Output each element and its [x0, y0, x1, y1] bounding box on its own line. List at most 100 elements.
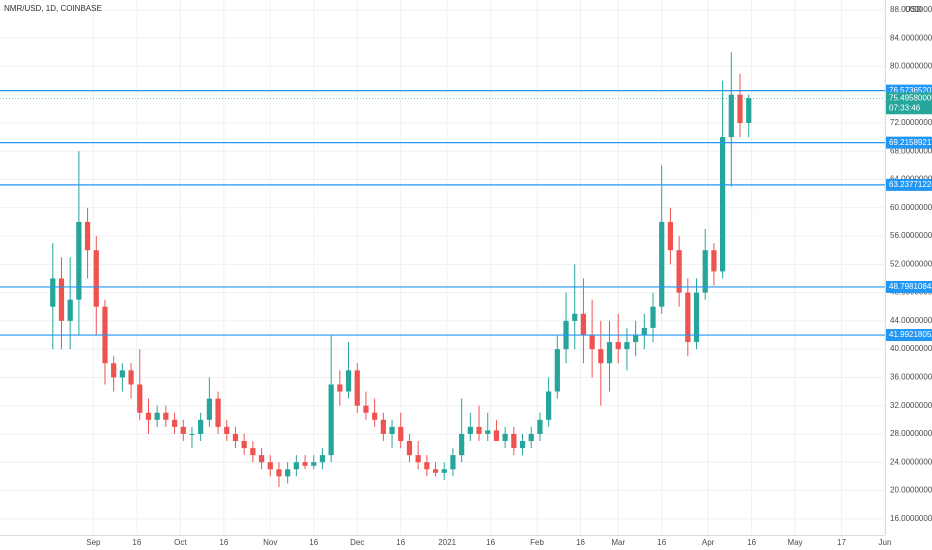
candle-body [424, 462, 430, 470]
candle-body [398, 426, 404, 442]
candle-body [606, 342, 613, 364]
y-tick-label: 28.00000000 [890, 429, 932, 438]
candle-body [345, 370, 352, 392]
candle-body [76, 221, 82, 300]
candle-body [467, 426, 473, 434]
level-label: 41.99218052 [889, 330, 932, 339]
background [0, 0, 886, 535]
candle-body [145, 412, 152, 420]
x-tick-label: 16 [309, 538, 318, 547]
candle-body [572, 313, 578, 321]
candle-body [650, 306, 656, 328]
level-label: 63.23771224 [889, 180, 932, 189]
y-tick-label: 16.00000000 [890, 514, 932, 523]
x-tick-label: Apr [702, 538, 715, 547]
x-tick-label: Mar [611, 538, 625, 547]
candle-body [580, 313, 587, 335]
candle-body [659, 221, 665, 307]
x-tick-label: 2021 [438, 538, 456, 547]
candle-body [154, 412, 160, 420]
candle-body [589, 334, 595, 350]
candle-body [537, 419, 543, 434]
candle-body [415, 455, 421, 463]
level-label-box [886, 178, 932, 191]
candle-body [285, 469, 291, 477]
candle-body [728, 94, 734, 138]
candle-body [302, 462, 308, 466]
y-tick-label: 40.00000000 [890, 344, 932, 353]
y-tick-label: 44.00000000 [890, 316, 932, 325]
candle-body [250, 448, 256, 456]
candle-body [67, 299, 73, 321]
candle-body [685, 292, 691, 343]
candle-body [224, 426, 230, 434]
x-tick-label: Nov [263, 538, 277, 547]
candle-body [615, 342, 621, 350]
candle-body [93, 250, 99, 307]
candle-body [389, 426, 395, 434]
candle-body [693, 292, 700, 343]
y-tick-label: 36.00000000 [890, 373, 932, 382]
candle-body [737, 94, 743, 123]
candle-body [711, 250, 717, 272]
candle-body [476, 426, 482, 434]
candle-body [137, 384, 143, 413]
candle-body [363, 405, 369, 413]
candle-body [432, 469, 439, 473]
candle-body [319, 455, 326, 463]
candle-body [241, 441, 247, 449]
candle-body [171, 419, 178, 427]
candle-body [189, 433, 195, 435]
chart-title: NMR/USD, 1D, COINBASE [4, 4, 102, 13]
level-label-box [886, 329, 932, 342]
y-tick-label: 88.00000000 [890, 5, 932, 14]
y-tick-label: 24.00000000 [890, 457, 932, 466]
candle-body [58, 278, 65, 321]
candle-body [328, 384, 334, 456]
currency-label: USD [905, 5, 922, 14]
candle-body [163, 412, 169, 420]
candle-body [276, 469, 282, 477]
candle-body [372, 412, 378, 420]
y-tick-label: 52.00000000 [890, 259, 932, 268]
candle-body [215, 398, 221, 427]
candle-body [633, 334, 639, 343]
candle-body [180, 426, 186, 434]
candle-body [206, 398, 212, 420]
x-tick-label: May [788, 538, 803, 547]
candle-body [720, 137, 726, 272]
candle-body [598, 349, 604, 364]
level-label: 69.21589217 [889, 138, 932, 147]
candle-body [641, 327, 647, 335]
y-tick-label: 20.00000000 [890, 486, 932, 495]
candle-body [232, 433, 239, 442]
candle-body [293, 462, 299, 470]
candle-body [502, 433, 508, 442]
candle-body [676, 250, 682, 293]
x-tick-label: 16 [219, 538, 228, 547]
level-label: 48.79810843 [889, 282, 932, 291]
candle-body [519, 441, 526, 449]
y-tick-label: 80.00000000 [890, 62, 932, 71]
y-tick-label: 72.00000000 [890, 118, 932, 127]
candle-body [406, 441, 413, 456]
x-tick-label: 16 [396, 538, 405, 547]
candle-body [702, 250, 708, 293]
candle-body [450, 455, 456, 470]
candle-body [441, 469, 447, 473]
y-tick-label: 32.00000000 [890, 401, 932, 410]
y-tick-label: 60.00000000 [890, 203, 932, 212]
candle-body [546, 391, 552, 420]
candle-body [267, 462, 273, 470]
x-tick-label: Oct [174, 538, 187, 547]
candle-body [198, 419, 204, 434]
x-tick-label: 16 [132, 538, 141, 547]
last-price-box [886, 92, 932, 115]
candle-body [746, 98, 752, 123]
candle-body [485, 430, 491, 434]
candle-body [459, 433, 465, 456]
candle-body [528, 433, 534, 442]
x-tick-label: 16 [657, 538, 666, 547]
